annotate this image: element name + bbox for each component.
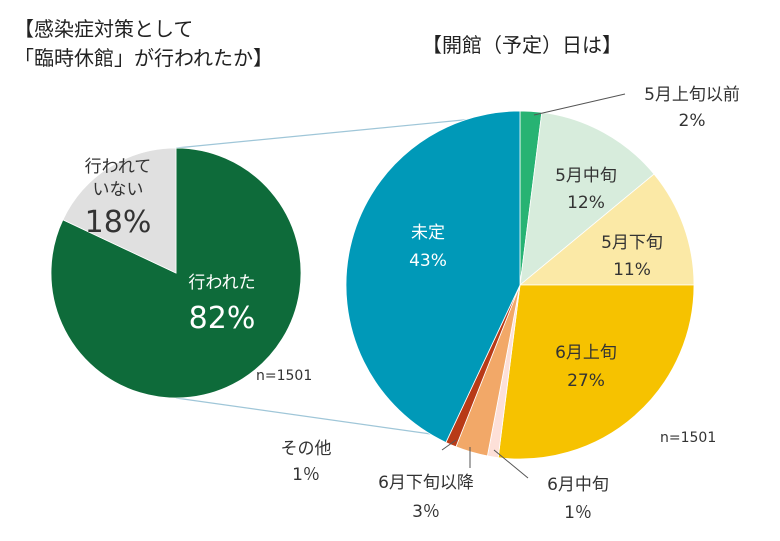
- slice-label-may-early: 5月上旬以前: [644, 85, 740, 105]
- slice-label-may-mid: 5月中旬: [555, 166, 617, 186]
- connector-line-bottom: [175, 397, 453, 438]
- leader-june-mid: [493, 449, 529, 479]
- slice-value-june-late: 3％: [412, 502, 440, 522]
- slice-label-may-late: 5月下旬: [601, 233, 663, 253]
- slice-label-june-late: 6月下旬以降: [378, 473, 474, 493]
- slice-value-undecided: 43%: [409, 251, 447, 271]
- left-pie-slice-0: [50, 147, 302, 399]
- right-pie-slice-1: [519, 111, 655, 286]
- left-pie: [50, 147, 302, 399]
- slice-value-may-late: 11%: [613, 260, 651, 280]
- leader-other: [441, 439, 457, 451]
- slice-label-not-done-line2: いない: [93, 180, 144, 200]
- slice-label-done: 行われた: [188, 273, 255, 293]
- slice-label-not-done-line1: 行われて: [85, 157, 152, 177]
- right-n-label: n=1501: [660, 430, 716, 446]
- slice-value-other: 1％: [292, 465, 320, 485]
- left-pie-slice-1: [62, 147, 177, 274]
- right-pie-slice-7: [345, 110, 521, 443]
- right-pie: [345, 110, 695, 460]
- slice-value-done: 82%: [189, 301, 256, 336]
- slice-value-not-done: 18%: [85, 205, 152, 240]
- slice-value-may-early: 2%: [679, 111, 706, 131]
- slice-label-june-early: 6月上旬: [555, 343, 617, 363]
- slice-value-may-mid: 12%: [567, 193, 605, 213]
- slice-label-other: その他: [281, 439, 332, 459]
- leader-may-early: [533, 93, 626, 116]
- left-chart-title-line2: 「臨時休館」が行われたか】: [14, 46, 273, 70]
- slice-label-june-mid: 6月中旬: [547, 475, 609, 495]
- slice-value-june-early: 27%: [567, 371, 605, 391]
- slice-label-undecided: 未定: [411, 223, 445, 243]
- right-chart-title: 【開館（予定）日は】: [422, 33, 622, 57]
- right-pie-slice-3: [497, 284, 695, 460]
- left-chart-title-line1: 【感染症対策として: [14, 17, 193, 41]
- right-pie-slice-2: [518, 173, 695, 286]
- left-n-label: n=1501: [256, 368, 312, 384]
- slice-value-june-mid: 1％: [564, 503, 592, 523]
